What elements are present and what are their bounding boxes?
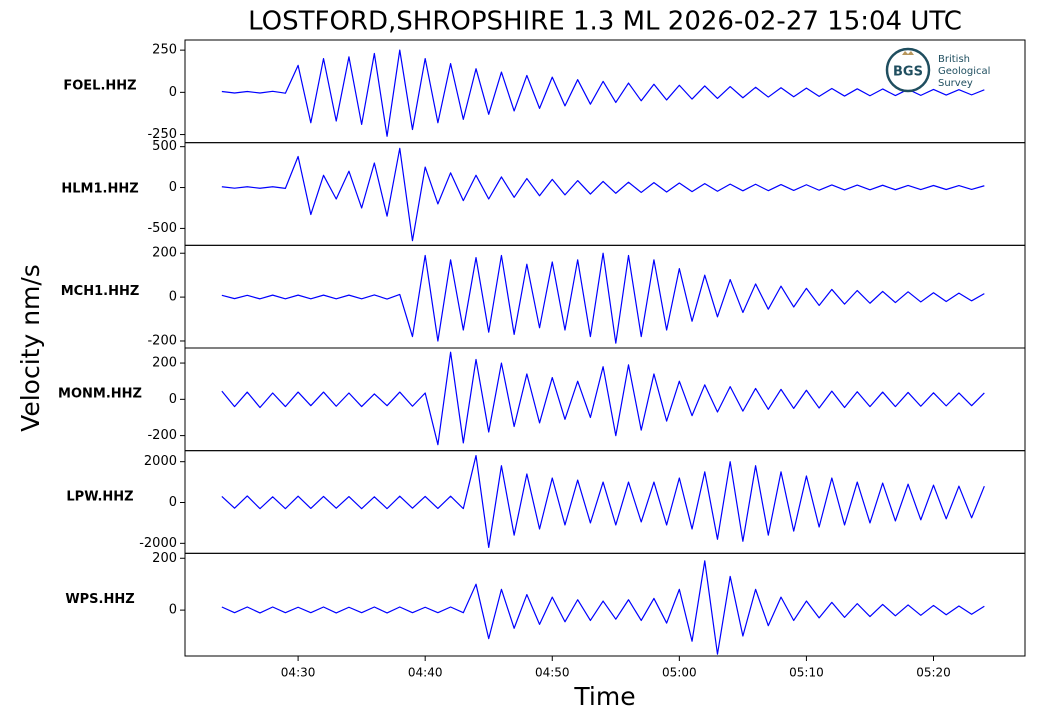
station-label: FOEL.HHZ — [63, 79, 136, 94]
y-tick-label: 200 — [152, 551, 177, 566]
station-label: LPW.HHZ — [66, 489, 133, 504]
x-tick-label: 04:30 — [281, 666, 316, 680]
y-tick-label: 200 — [152, 246, 177, 261]
y-tick-label: -2000 — [139, 536, 177, 551]
logo-text: Survey — [938, 78, 973, 89]
y-tick-label: 2000 — [144, 454, 177, 469]
y-tick-label: 0 — [169, 603, 177, 618]
panel-frame — [184, 552, 1026, 657]
station-label: MCH1.HHZ — [61, 284, 140, 299]
panel-frame — [184, 142, 1026, 246]
station-label: MONM.HHZ — [58, 387, 142, 402]
y-tick-label: 0 — [169, 180, 177, 195]
logo-crown — [902, 51, 914, 55]
panel-frame — [184, 347, 1026, 452]
logo-abbr: BGS — [893, 65, 923, 80]
x-axis-label: Time — [573, 682, 635, 711]
y-tick-label: 0 — [169, 290, 177, 305]
station-label: HLM1.HHZ — [61, 181, 138, 196]
x-tick-label: 05:10 — [789, 666, 824, 680]
y-tick-label: 500 — [152, 139, 177, 154]
logo-text: British — [938, 54, 970, 65]
trace — [221, 351, 985, 446]
x-tick-label: 04:50 — [535, 666, 570, 680]
x-tick-label: 04:40 — [408, 666, 443, 680]
trace — [221, 252, 985, 344]
x-tick-label: 05:00 — [662, 666, 697, 680]
chart-title: LOSTFORD,SHROPSHIRE 1.3 ML 2026-02-27 15… — [248, 7, 962, 37]
y-tick-label: 250 — [152, 43, 177, 58]
y-tick-label: -200 — [147, 333, 177, 348]
y-tick-label: 0 — [169, 85, 177, 100]
trace — [221, 49, 985, 137]
y-tick-label: 0 — [169, 392, 177, 407]
x-tick-label: 05:20 — [916, 666, 951, 680]
y-tick-label: -250 — [147, 127, 177, 142]
logo-ring — [885, 47, 931, 93]
logo: BGS British Geological Survey — [885, 47, 990, 93]
y-tick-label: -200 — [147, 428, 177, 443]
trace — [221, 560, 985, 655]
y-tick-label: -500 — [147, 221, 177, 236]
station-label: WPS.HHZ — [65, 592, 134, 607]
trace — [221, 454, 985, 549]
panel-frame — [184, 450, 1026, 554]
y-tick-label: 200 — [152, 356, 177, 371]
trace — [221, 147, 985, 242]
y-axis-label: Velocity nm/s — [16, 264, 45, 432]
y-tick-label: 0 — [169, 495, 177, 510]
logo-text: Geological — [938, 66, 990, 77]
panel-frame — [184, 244, 1026, 349]
